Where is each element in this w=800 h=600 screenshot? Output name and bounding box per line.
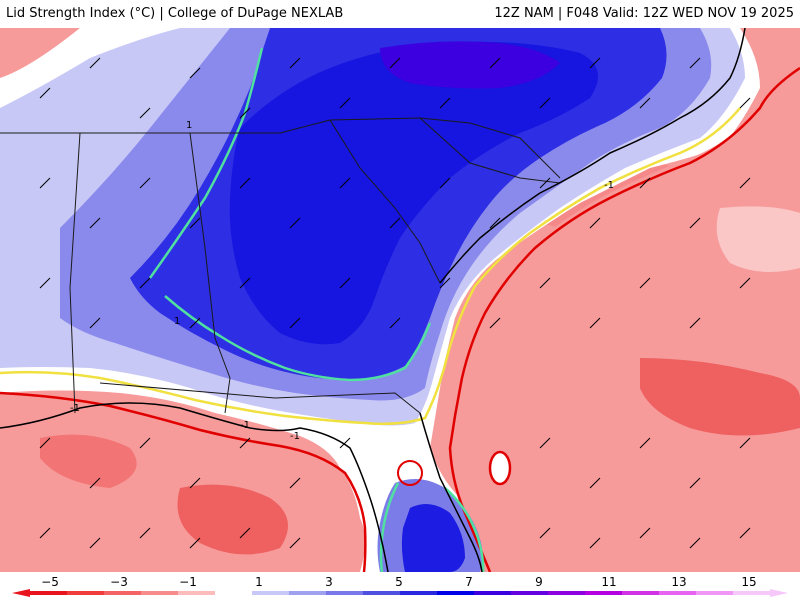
legend-swatch <box>474 591 512 595</box>
legend-swatch <box>326 591 364 595</box>
legend-swatch <box>622 591 660 595</box>
legend-swatch <box>104 591 142 595</box>
legend-min-arrow <box>12 589 30 597</box>
legend-tick: 13 <box>671 575 687 589</box>
contour-5-green <box>148 47 432 382</box>
wind-barbs <box>39 57 751 549</box>
land-core-blue <box>229 41 598 345</box>
legend-tick: 11 <box>601 575 617 589</box>
legend-tick: 3 <box>325 575 333 589</box>
weather-map: -1 -1 -1 1 1 -1 <box>0 28 800 572</box>
legend-swatch <box>363 591 401 595</box>
header-bar: Lid Strength Index (°C) | College of DuP… <box>0 0 800 28</box>
legend-swatch <box>696 591 734 595</box>
gulf-patch-mid <box>40 434 137 488</box>
legend-tick: 7 <box>465 575 473 589</box>
legend-swatch <box>178 591 216 595</box>
legend-swatch <box>141 591 179 595</box>
legend-swatch <box>30 591 68 595</box>
contour-label: 1 <box>186 120 192 131</box>
product-title: Lid Strength Index (°C) | College of DuP… <box>6 6 344 21</box>
legend-swatch <box>733 591 771 595</box>
legend-tick: −1 <box>179 575 197 589</box>
contour-label: -1 <box>604 180 614 191</box>
contour-label: 1 <box>174 316 180 327</box>
contour-label: -1 <box>290 431 300 442</box>
atlantic-strong-patch-2 <box>640 358 800 436</box>
legend-swatch <box>252 591 290 595</box>
contour-label: -1 <box>70 403 80 414</box>
legend-max-arrow <box>770 589 788 597</box>
ms-al-border-west <box>69 132 81 414</box>
carolinas-purple-patch <box>380 41 560 89</box>
color-scale-bar <box>12 589 788 597</box>
legend-swatches <box>12 589 788 597</box>
al-ga-border <box>189 132 231 414</box>
legend-swatch <box>400 591 438 595</box>
contour-neg1-atlantic <box>448 66 800 572</box>
model-run-label: 12Z NAM | F048 Valid: 12Z WED NOV 19 202… <box>494 6 794 21</box>
coastline <box>0 28 746 572</box>
atlantic-ocean <box>450 88 800 572</box>
legend-swatch <box>67 591 105 595</box>
legend-tick: 1 <box>255 575 263 589</box>
state-borders <box>0 117 561 414</box>
legend-swatch <box>585 591 623 595</box>
contour-1-yellow <box>0 107 741 426</box>
legend-swatch <box>289 591 327 595</box>
atlantic-light-patch <box>716 206 800 272</box>
sc-nc-border <box>419 117 561 184</box>
contour-closed-nefl <box>397 460 423 486</box>
map-canvas: -1 -1 -1 1 1 -1 <box>0 28 800 572</box>
gulf-strong-patch-2 <box>177 484 288 555</box>
legend-swatch <box>659 591 697 595</box>
contour-label: -1 <box>240 420 250 431</box>
contour-closed-offshore <box>488 450 512 486</box>
legend-tick: −3 <box>110 575 128 589</box>
contour-5-florida <box>379 482 485 572</box>
color-scale-legend: −5 −3 −1 1 3 5 7 9 11 13 15 <box>0 572 800 600</box>
ga-sc-border <box>329 119 441 284</box>
legend-tick: 15 <box>741 575 757 589</box>
legend-tick: 5 <box>395 575 403 589</box>
legend-tick: −5 <box>41 575 59 589</box>
florida-core-blue <box>401 504 465 572</box>
legend-swatch <box>215 591 253 595</box>
legend-swatch <box>437 591 475 595</box>
legend-tick: 9 <box>535 575 543 589</box>
fl-panhandle-border <box>99 382 421 414</box>
legend-swatch <box>548 591 586 595</box>
legend-swatch <box>511 591 549 595</box>
